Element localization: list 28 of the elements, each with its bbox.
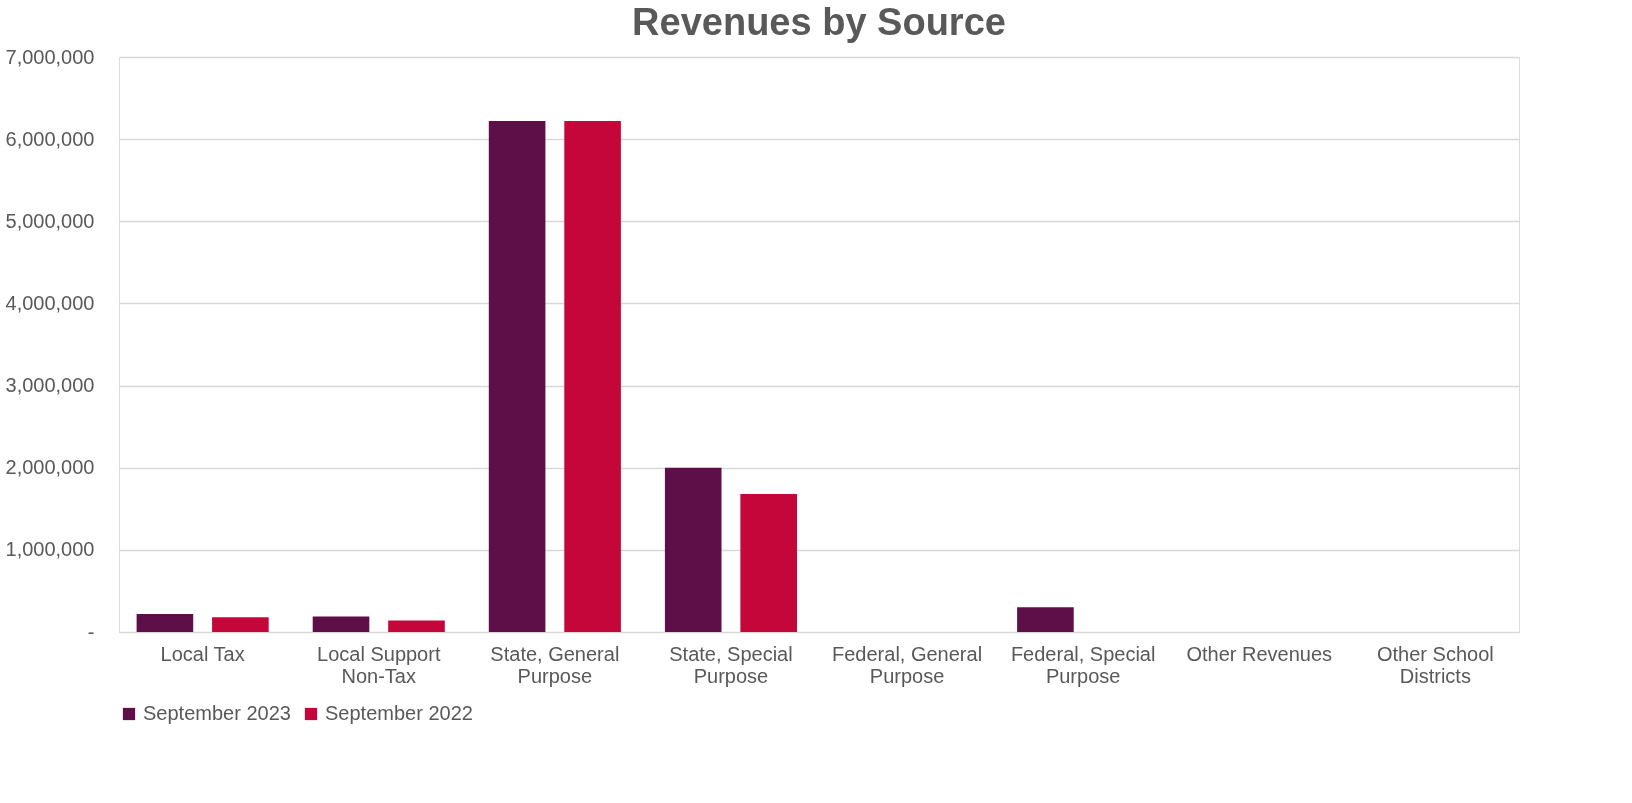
y-tick-label: 5,000,000 (5, 209, 95, 232)
bar (488, 121, 546, 632)
x-tick-label: Other School Districts (1376, 642, 1494, 687)
y-tick-label: 4,000,000 (5, 291, 95, 314)
x-tick-label: Other Revenues (1186, 642, 1333, 665)
y-tick-label: 7,000,000 (5, 45, 95, 68)
bar (564, 121, 621, 632)
bar (1017, 607, 1074, 632)
chart-title: Revenues by Source (632, 1, 1006, 43)
legend-label: September 2022 (325, 702, 473, 724)
legend-label: September 2023 (143, 702, 291, 724)
x-tick-label: State, Special Purpose (669, 642, 793, 687)
x-tick-label: Federal, Special Purpose (1010, 642, 1156, 687)
x-tick-label: Local Tax (160, 642, 245, 665)
bar (388, 620, 445, 632)
y-tick-label: 1,000,000 (5, 538, 95, 561)
bar (212, 617, 269, 632)
y-tick-label: - (87, 620, 95, 643)
bar (136, 613, 194, 632)
bar (740, 494, 797, 632)
y-tick-label: 6,000,000 (5, 127, 95, 150)
y-tick-label: 3,000,000 (5, 374, 95, 397)
x-tick-label: Local Support Non-Tax (317, 642, 441, 687)
x-tick-label: State, General Purpose (490, 642, 620, 687)
x-tick-label: Federal, General Purpose (832, 642, 983, 687)
y-tick-label: 2,000,000 (5, 456, 95, 479)
bar (312, 616, 370, 632)
bar (664, 467, 722, 632)
